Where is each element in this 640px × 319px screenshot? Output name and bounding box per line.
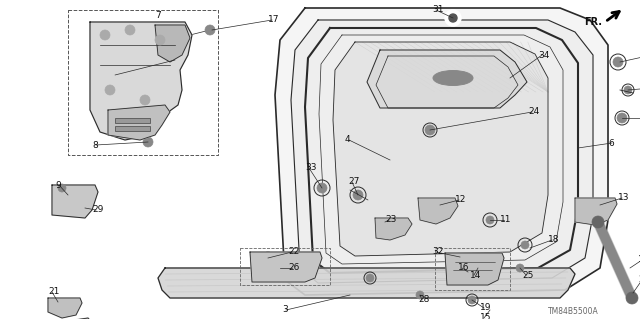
Text: 17: 17: [268, 16, 280, 25]
Circle shape: [416, 291, 424, 299]
Text: 6: 6: [608, 138, 614, 147]
Circle shape: [205, 25, 215, 35]
Circle shape: [125, 25, 135, 35]
Circle shape: [521, 241, 529, 249]
Text: 11: 11: [500, 216, 511, 225]
Circle shape: [613, 57, 623, 67]
Text: 16: 16: [458, 263, 470, 272]
Text: 4: 4: [345, 136, 351, 145]
Text: 27: 27: [348, 177, 360, 187]
Polygon shape: [52, 185, 98, 218]
Text: 21: 21: [48, 287, 60, 296]
Circle shape: [474, 264, 482, 272]
Text: 34: 34: [538, 50, 549, 60]
Circle shape: [155, 35, 165, 45]
Text: FR.: FR.: [584, 17, 602, 27]
Text: 28: 28: [418, 295, 429, 305]
Polygon shape: [155, 25, 190, 62]
Text: TM84B5500A: TM84B5500A: [548, 308, 599, 316]
Polygon shape: [108, 105, 170, 140]
Polygon shape: [418, 198, 458, 224]
Text: 7: 7: [155, 11, 161, 19]
Text: 13: 13: [618, 194, 630, 203]
Text: 8: 8: [92, 140, 98, 150]
Circle shape: [617, 113, 627, 123]
Text: 31: 31: [432, 5, 444, 14]
Polygon shape: [38, 318, 95, 319]
Bar: [115, 126, 150, 131]
Text: 14: 14: [470, 271, 481, 279]
Circle shape: [353, 190, 363, 200]
Text: 25: 25: [522, 271, 533, 279]
Polygon shape: [158, 268, 575, 298]
Text: 23: 23: [385, 216, 396, 225]
Circle shape: [264, 254, 272, 262]
Text: 24: 24: [528, 108, 540, 116]
Circle shape: [445, 10, 461, 26]
Polygon shape: [445, 253, 504, 285]
Ellipse shape: [433, 70, 473, 85]
Polygon shape: [367, 50, 527, 108]
Text: 1: 1: [638, 256, 640, 264]
Circle shape: [58, 184, 66, 192]
Text: 18: 18: [548, 235, 559, 244]
Polygon shape: [275, 8, 608, 295]
Text: 3: 3: [282, 306, 288, 315]
Polygon shape: [48, 298, 82, 318]
Text: 22: 22: [288, 248, 300, 256]
Circle shape: [143, 137, 153, 147]
Bar: [115, 118, 150, 123]
Circle shape: [105, 85, 115, 95]
Text: 33: 33: [305, 164, 317, 173]
Circle shape: [457, 254, 463, 260]
Polygon shape: [333, 42, 548, 256]
Circle shape: [624, 86, 632, 94]
Polygon shape: [291, 20, 593, 283]
Circle shape: [100, 30, 110, 40]
Text: 32: 32: [432, 248, 444, 256]
Text: 12: 12: [455, 196, 467, 204]
Circle shape: [276, 264, 284, 272]
Circle shape: [449, 14, 457, 22]
Circle shape: [592, 216, 604, 228]
Polygon shape: [375, 218, 412, 240]
Circle shape: [468, 296, 476, 304]
Polygon shape: [250, 252, 322, 282]
Text: 29: 29: [92, 205, 104, 214]
Circle shape: [516, 264, 524, 272]
Polygon shape: [575, 198, 617, 225]
Text: 26: 26: [288, 263, 300, 272]
Polygon shape: [90, 22, 192, 140]
Circle shape: [140, 95, 150, 105]
Text: 19: 19: [480, 303, 492, 313]
Text: 15: 15: [480, 314, 492, 319]
Text: 9: 9: [55, 181, 61, 189]
Circle shape: [486, 216, 494, 224]
Circle shape: [626, 292, 638, 304]
Text: 2: 2: [638, 276, 640, 285]
Circle shape: [317, 183, 327, 193]
Circle shape: [425, 125, 435, 135]
Circle shape: [366, 274, 374, 282]
